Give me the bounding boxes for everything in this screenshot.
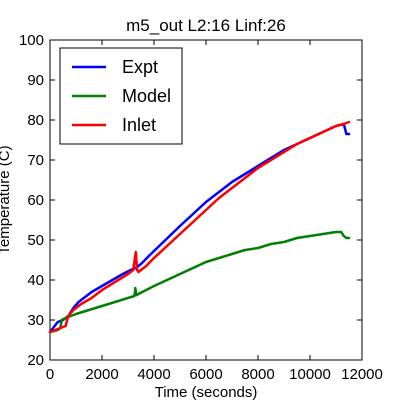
- y-tick-label: 80: [27, 112, 44, 129]
- y-tick-label: 90: [27, 72, 44, 89]
- series-line-model: [48, 230, 351, 334]
- axis-ticks: 0 2000 4000 6000 8000 10000 12000 20 30 40 50 60 70 8…: [19, 32, 383, 383]
- x-tick-label: 2000: [85, 366, 118, 383]
- y-axis-label: Temperature (C): [0, 145, 13, 254]
- y-tick-label: 70: [27, 152, 44, 169]
- legend-label-inlet: Inlet: [122, 115, 156, 135]
- y-tick-label: 100: [19, 32, 44, 49]
- y-tick-label: 50: [27, 232, 44, 249]
- x-tick-label: 12000: [341, 366, 383, 383]
- legend-label-expt: Expt: [122, 57, 158, 77]
- x-tick-label: 4000: [137, 366, 170, 383]
- series-layer: [48, 120, 351, 334]
- legend-label-model: Model: [122, 86, 171, 106]
- x-tick-label: 10000: [289, 366, 331, 383]
- series-line-expt: [48, 122, 351, 334]
- x-tick-label: 8000: [241, 366, 274, 383]
- x-tick-label: 6000: [189, 366, 222, 383]
- chart-title: m5_out L2:16 Linf:26: [126, 16, 286, 35]
- series-line-inlet: [48, 120, 351, 334]
- y-tick-label: 30: [27, 312, 44, 329]
- legend: Expt Model Inlet: [59, 47, 183, 145]
- y-tick-label: 60: [27, 192, 44, 209]
- x-tick-label: 0: [46, 366, 54, 383]
- y-tick-label: 20: [27, 352, 44, 369]
- x-axis-label: Time (seconds): [155, 384, 258, 400]
- y-tick-label: 40: [27, 272, 44, 289]
